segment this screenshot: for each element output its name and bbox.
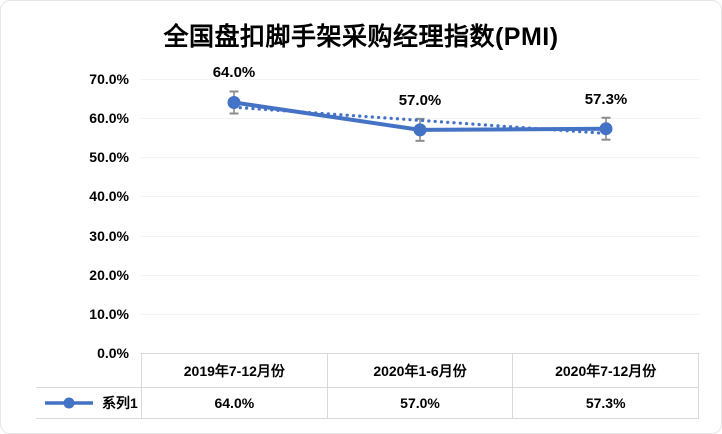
table-value-cell: 64.0% bbox=[141, 388, 327, 418]
data-label: 57.3% bbox=[584, 90, 628, 108]
y-axis-tick-label: 50.0% bbox=[89, 149, 129, 166]
category-label: 2020年1-6月份 bbox=[326, 354, 513, 387]
legend-item: 系列1 bbox=[36, 388, 141, 418]
table-header-row: 2019年7-12月份 2020年1-6月份 2020年7-12月份 bbox=[141, 353, 700, 387]
legend-label: 系列1 bbox=[102, 395, 138, 411]
chart-title: 全国盘扣脚手架采购经理指数(PMI) bbox=[163, 23, 559, 51]
series-marker bbox=[227, 95, 241, 109]
y-axis-tick-label: 20.0% bbox=[89, 266, 129, 283]
gridline bbox=[141, 235, 699, 237]
table-value-cell: 57.0% bbox=[326, 388, 513, 418]
y-axis-tick-label: 0.0% bbox=[97, 345, 129, 361]
y-axis-tick-label: 30.0% bbox=[89, 227, 129, 244]
gridline bbox=[141, 313, 699, 315]
y-axis-tick-label: 70.0% bbox=[89, 71, 129, 87]
gridline bbox=[141, 157, 699, 159]
legend-key-marker bbox=[63, 397, 75, 409]
gridline bbox=[141, 274, 699, 276]
table-value-cell: 57.3% bbox=[512, 388, 700, 418]
category-label: 2019年7-12月份 bbox=[141, 354, 327, 387]
series-marker bbox=[413, 123, 427, 137]
y-axis-tick-label: 60.0% bbox=[89, 110, 129, 127]
data-label: 57.0% bbox=[398, 91, 442, 109]
y-axis-tick-label: 10.0% bbox=[89, 305, 129, 322]
series-marker bbox=[599, 122, 613, 136]
gridline bbox=[141, 196, 699, 198]
gridline bbox=[141, 79, 699, 80]
legend-key-icon bbox=[45, 397, 93, 409]
table-value-row: 系列1 64.0% 57.0% 57.3% bbox=[36, 387, 700, 419]
category-label: 2020年7-12月份 bbox=[512, 354, 700, 387]
y-axis-tick-label: 40.0% bbox=[89, 188, 129, 205]
data-label: 64.0% bbox=[212, 64, 256, 82]
